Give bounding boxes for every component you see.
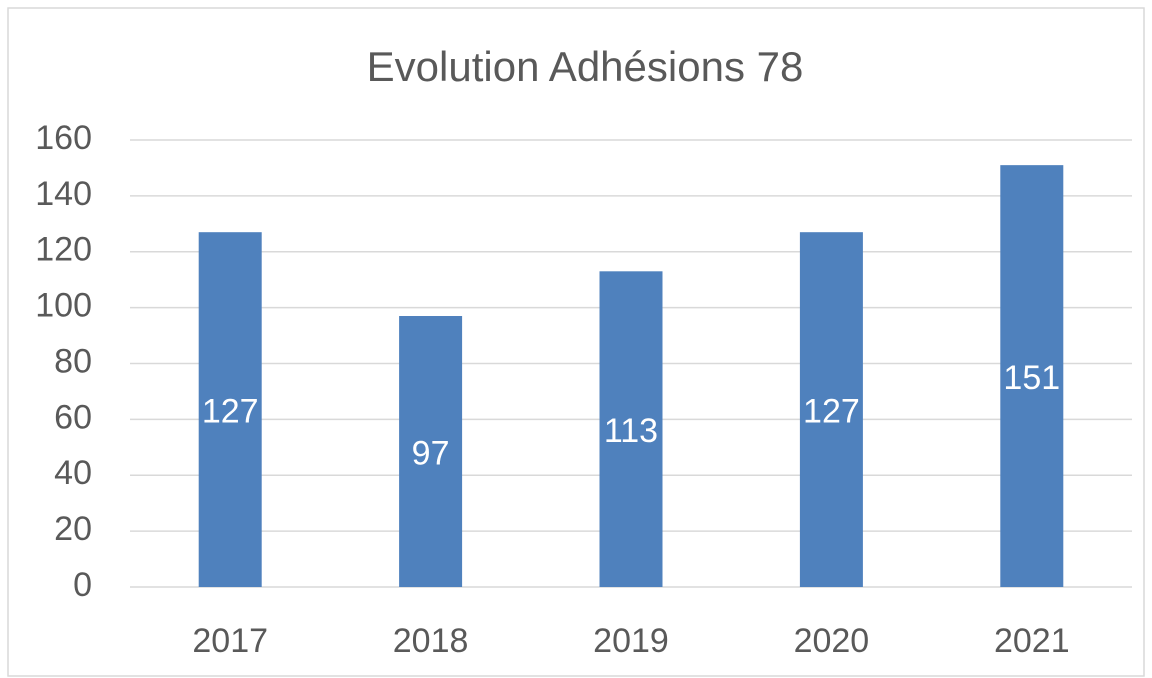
bar — [399, 316, 463, 587]
y-tick-label: 140 — [35, 175, 92, 213]
data-label: 97 — [412, 434, 450, 472]
x-tick-label: 2018 — [393, 622, 469, 660]
y-tick-label: 40 — [54, 454, 92, 492]
bar — [1000, 165, 1064, 588]
x-tick-label: 2019 — [593, 622, 669, 660]
chart-title: Evolution Adhésions 78 — [367, 43, 804, 90]
bar — [599, 271, 663, 587]
y-tick-label: 80 — [54, 342, 92, 380]
bar — [799, 232, 863, 587]
x-tick-label: 2020 — [794, 622, 870, 660]
y-tick-label: 120 — [35, 231, 92, 269]
chart-border — [7, 7, 1145, 677]
data-label: 151 — [1003, 359, 1060, 397]
data-label: 127 — [803, 393, 860, 431]
y-tick-label: 100 — [35, 287, 92, 325]
data-label: 113 — [604, 412, 658, 450]
y-tick-label: 0 — [73, 566, 92, 604]
x-tick-label: 2021 — [994, 622, 1070, 660]
x-tick-label: 2017 — [192, 622, 268, 660]
y-tick-label: 60 — [54, 398, 92, 436]
y-tick-label: 20 — [54, 510, 92, 548]
y-tick-label: 160 — [35, 119, 92, 157]
data-label: 127 — [202, 393, 259, 431]
bar — [198, 232, 262, 587]
